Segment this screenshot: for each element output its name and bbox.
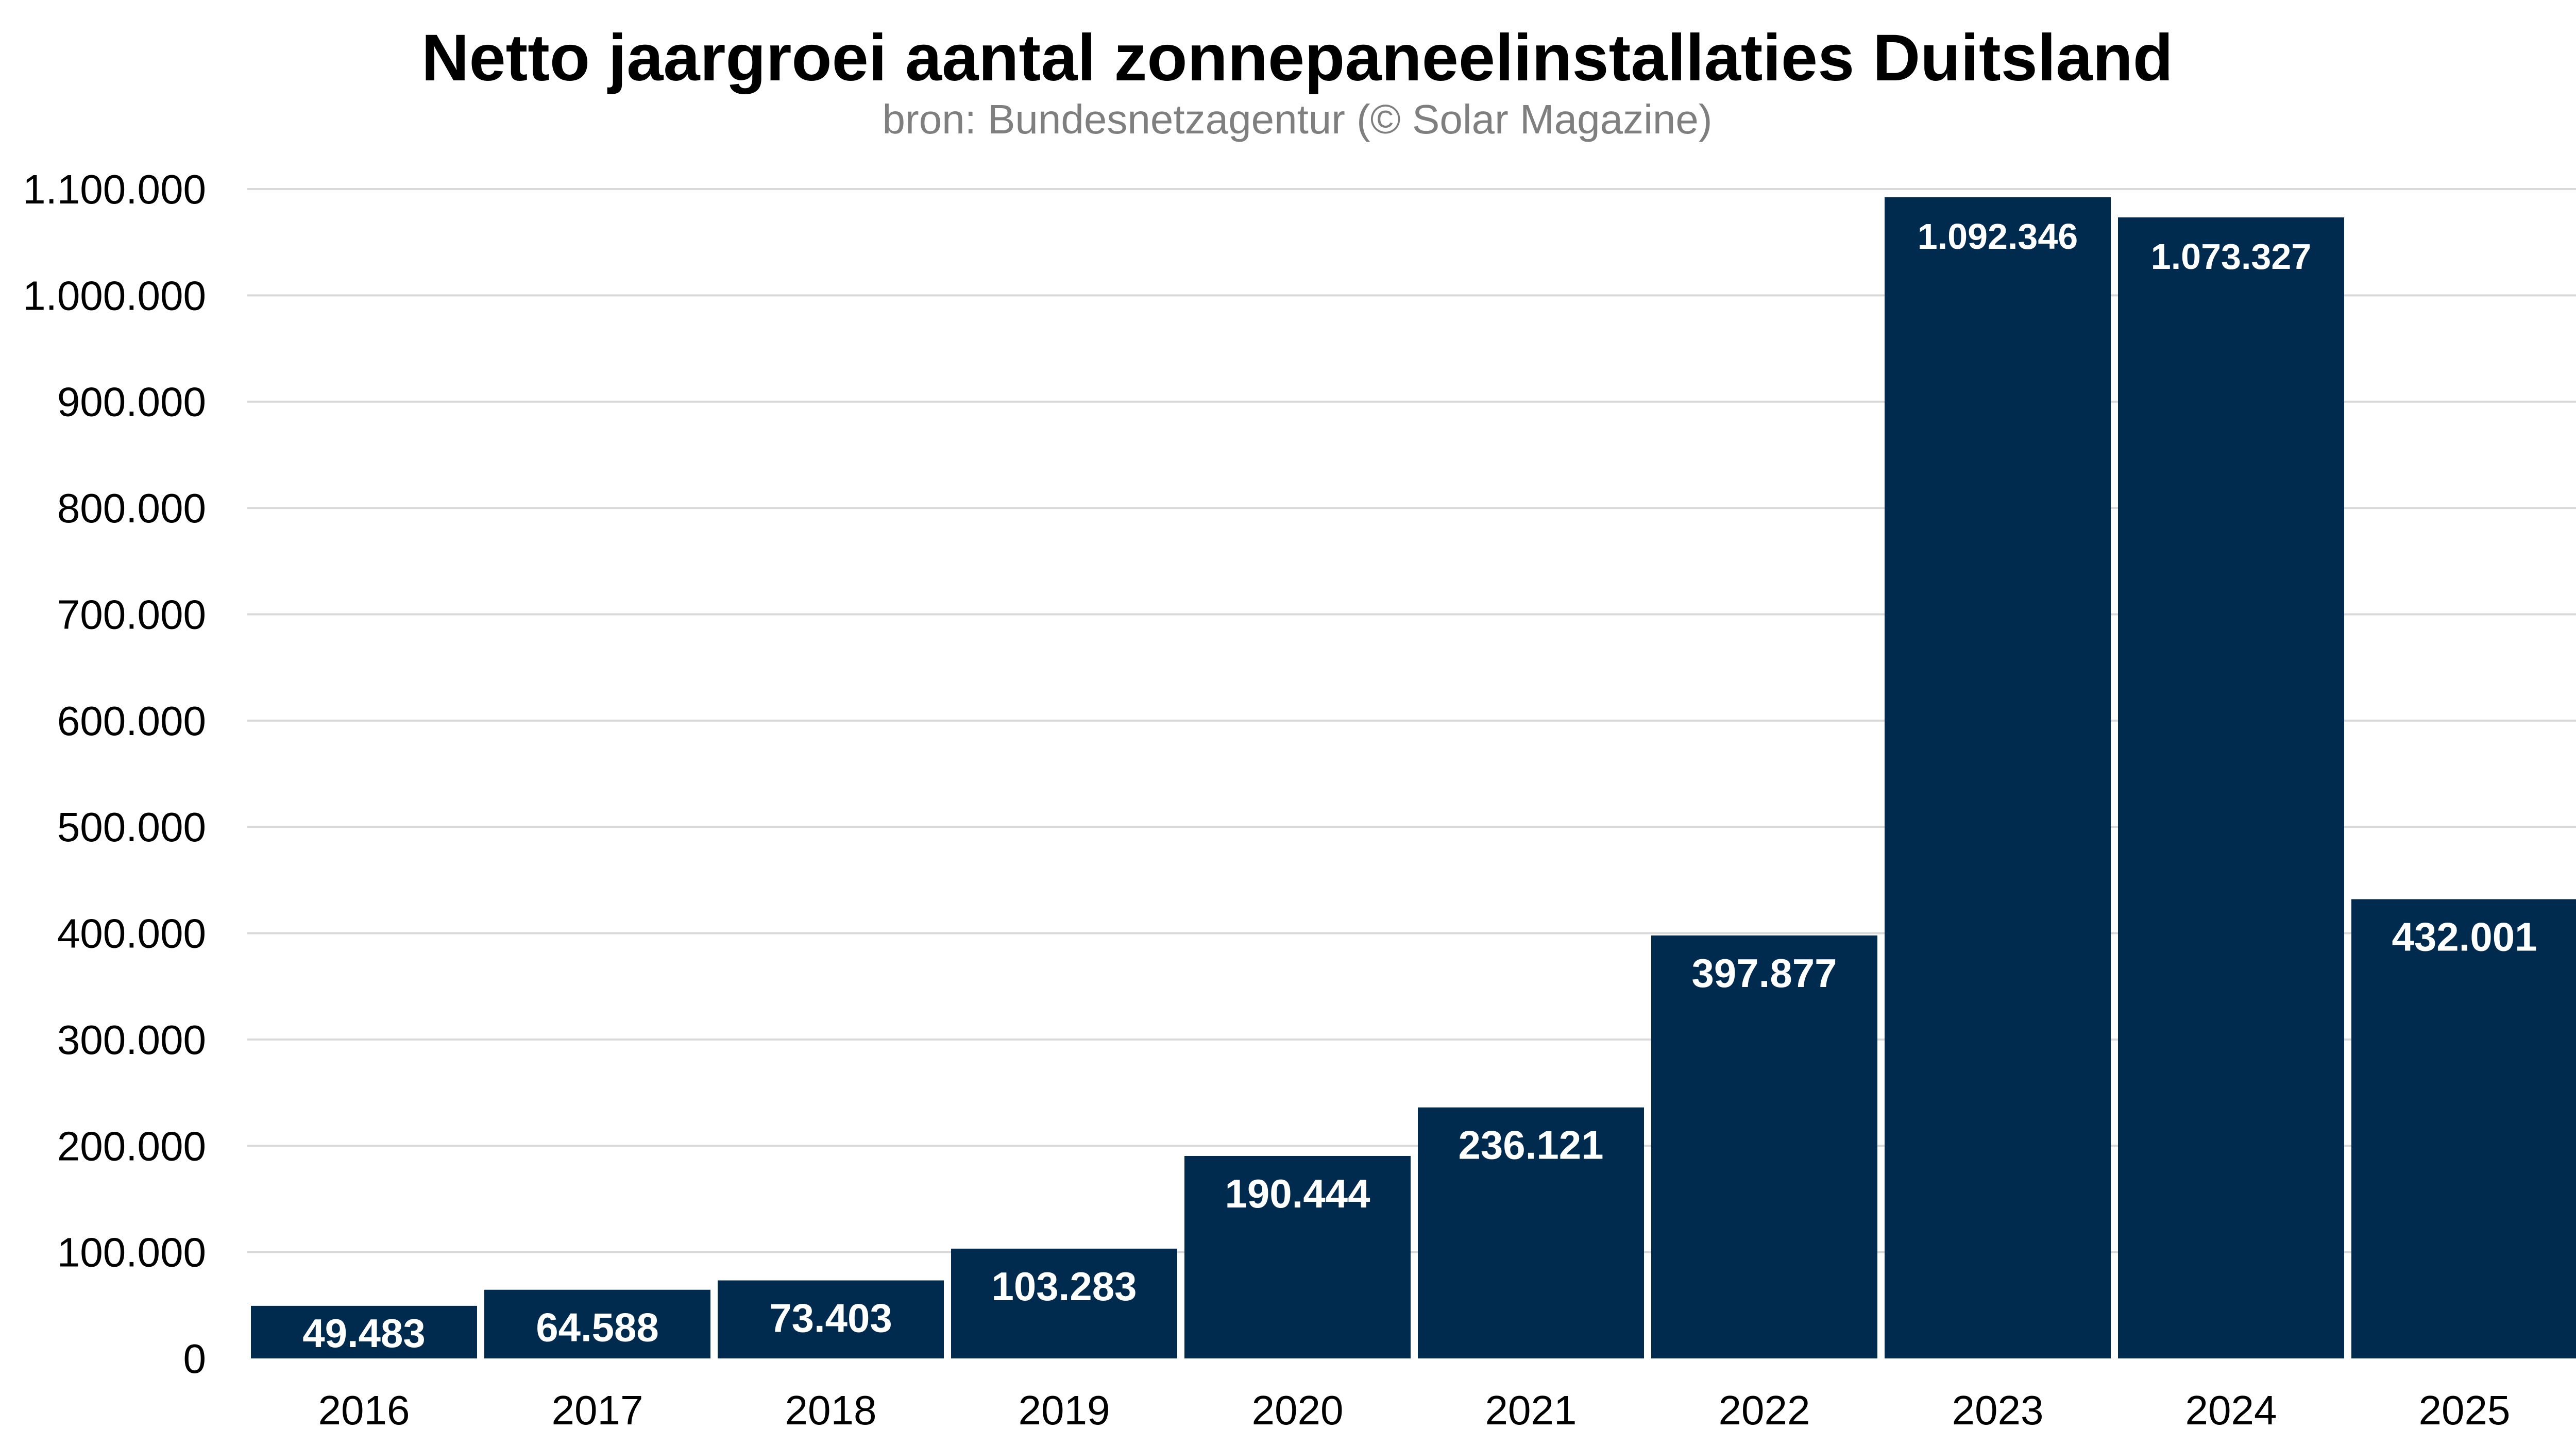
y-tick-label: 900.000 [57,379,206,425]
bar-value-label: 73.403 [769,1296,892,1341]
bars: 49.483 64.588 73.403 103.283 190.444 236.121 3… [251,197,2576,1358]
bar-2018 [718,1280,944,1358]
bar-value-label: 236.121 [1459,1122,1604,1168]
bar-value-label: 1.092.346 [1918,216,2078,257]
y-tick-label: 700.000 [57,591,206,637]
bar-2023 [1885,197,2111,1358]
bar-value-label: 190.444 [1225,1171,1370,1216]
bar-value-label: 64.588 [536,1305,659,1350]
bar-value-label: 103.283 [992,1264,1137,1309]
x-tick-label: 2021 [1485,1387,1577,1433]
bar-2019 [951,1248,1177,1358]
y-tick-label: 400.000 [57,911,206,957]
x-tick-label: 2023 [1952,1387,2044,1433]
y-tick-label: 600.000 [57,698,206,744]
y-tick-label: 800.000 [57,485,206,531]
y-tick-label: 500.000 [57,804,206,850]
y-tick-label: 100.000 [57,1230,206,1275]
bar-value-label: 1.073.327 [2151,236,2311,277]
bar-2016 [251,1305,477,1358]
bar-2017 [484,1289,710,1358]
chart-title: Netto jaargroei aantal zonnepaneelinstal… [421,21,2173,95]
x-axis: 2016 2017 2018 2019 2020 2021 2022 2023 2024 2025 [318,1387,2511,1433]
bar-2021 [1418,1107,1644,1358]
bar-2025 [2351,899,2576,1358]
y-axis: 0 100.000 200.000 300.000 400.000 500.000 600.… [23,166,206,1382]
chart-subtitle: bron: Bundesnetzagentur (© Solar Magazin… [882,96,1713,142]
x-tick-label: 2017 [552,1387,643,1433]
x-tick-label: 2024 [2185,1387,2277,1433]
x-tick-label: 2025 [2419,1387,2511,1433]
bar-2022 [1651,935,1877,1358]
x-tick-label: 2018 [785,1387,877,1433]
x-tick-label: 2016 [318,1387,410,1433]
x-tick-label: 2020 [1252,1387,1344,1433]
bar-value-label: 432.001 [2392,914,2537,960]
y-tick-label: 1.100.000 [23,166,206,212]
bar-value-label: 397.877 [1692,950,1837,996]
y-tick-label: 200.000 [57,1123,206,1169]
bar-2024 [2118,217,2344,1358]
y-tick-label: 0 [183,1336,207,1382]
y-tick-label: 1.000.000 [23,273,206,318]
bar-value-label: 49.483 [302,1311,426,1356]
y-tick-label: 300.000 [57,1017,206,1063]
x-tick-label: 2022 [1719,1387,1810,1433]
bar-2020 [1184,1155,1411,1358]
x-tick-label: 2019 [1019,1387,1110,1433]
